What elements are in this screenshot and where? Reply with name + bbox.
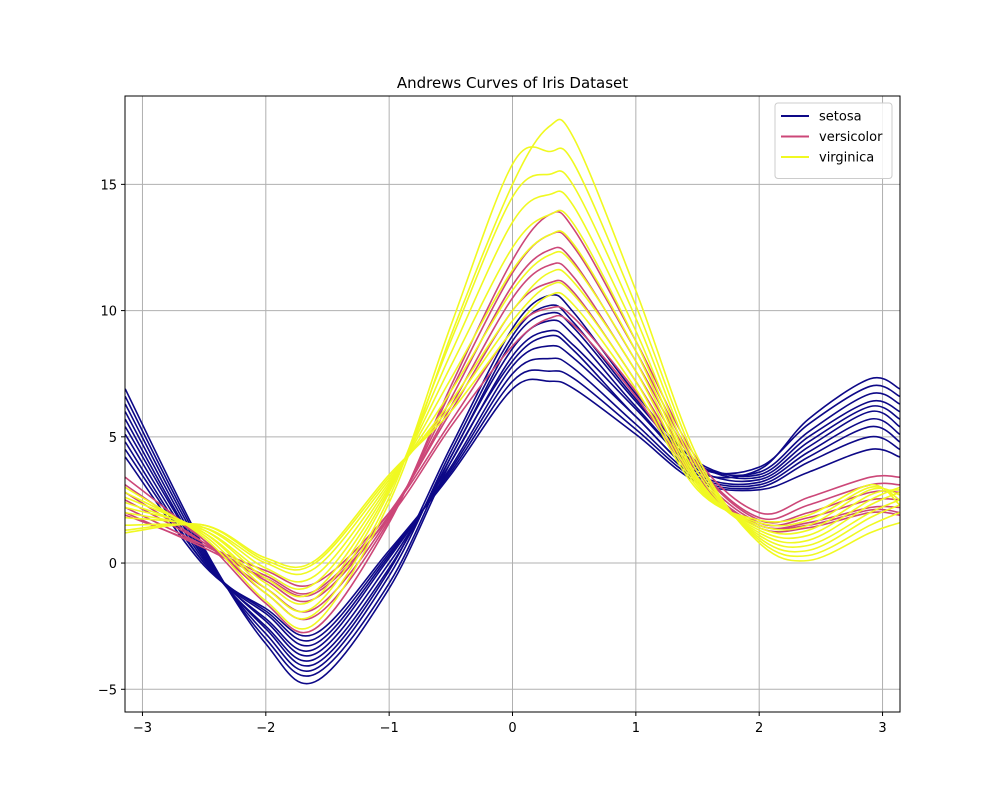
versicolor-curve	[125, 305, 900, 588]
virginica-curve	[125, 230, 900, 590]
setosa-curve	[125, 344, 900, 652]
y-tick-label: 5	[109, 431, 117, 446]
setosa-curve	[125, 311, 900, 662]
x-tick-label: 2	[755, 721, 763, 736]
virginica-curve	[125, 250, 900, 583]
setosa-curve	[125, 369, 900, 642]
series-virginica	[125, 118, 900, 630]
legend: setosa versicolor virginica	[774, 102, 893, 179]
setosa-curve	[125, 304, 900, 672]
setosa-curve	[125, 293, 900, 667]
y-tick-label: 15	[100, 178, 117, 193]
legend-label-virginica: virginica	[819, 151, 874, 166]
virginica-curve	[125, 146, 900, 620]
x-tick-label: 3	[878, 721, 886, 736]
virginica-curve	[125, 209, 900, 598]
x-tick-label: −3	[133, 721, 152, 736]
virginica-curve	[125, 291, 900, 569]
x-tick-label: 1	[632, 721, 640, 736]
virginica-curve	[125, 118, 900, 630]
legend-label-setosa: setosa	[819, 110, 862, 125]
plot-curves	[125, 118, 900, 685]
setosa-curve	[125, 357, 900, 647]
chart-title: Andrews Curves of Iris Dataset	[397, 74, 628, 92]
setosa-curve	[125, 329, 900, 657]
virginica-curve	[125, 281, 900, 571]
virginica-curve	[125, 268, 900, 576]
setosa-curve	[125, 378, 900, 637]
axis-ticks: −3 −2 −1 0 1 2 3 −5 0 5 10 15	[98, 178, 887, 736]
y-tick-label: 10	[100, 305, 117, 320]
virginica-curve	[125, 170, 900, 613]
y-tick-label: 0	[109, 557, 117, 572]
legend-box	[774, 102, 893, 179]
x-tick-label: −1	[380, 721, 399, 736]
x-tick-label: 0	[508, 721, 516, 736]
y-tick-label: −5	[98, 683, 117, 698]
legend-label-versicolor: versicolor	[819, 130, 883, 145]
x-tick-label: −2	[256, 721, 275, 736]
versicolor-curve	[125, 210, 900, 634]
virginica-curve	[125, 190, 900, 605]
